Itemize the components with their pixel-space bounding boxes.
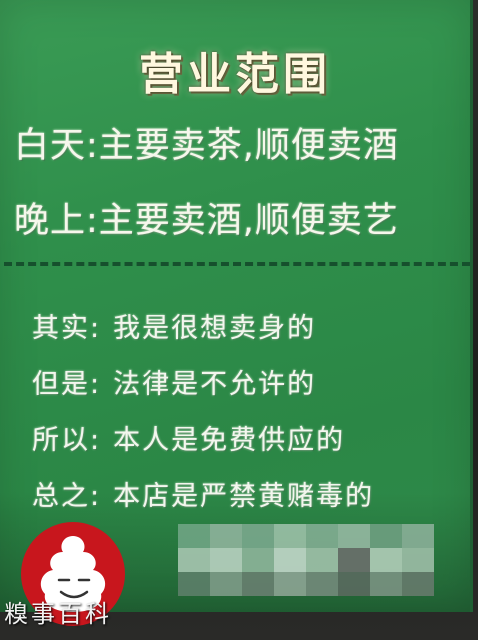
sign-title: 营业范围 [139,49,331,100]
statement-row: 其实: 我是很想卖身的 [32,306,316,345]
statement-label: 但是: [32,369,102,400]
statement-text: 本人是免费供应的 [113,425,346,456]
pixelated-watermark [178,524,434,596]
dashed-divider [4,262,470,266]
statement-label: 其实: [32,313,102,344]
statement-text: 我是很想卖身的 [113,313,317,344]
statement-row: 总之: 本店是严禁黄赌毒的 [32,474,374,513]
statement-text: 法律是不允许的 [113,369,317,400]
smiling-poop-face-icon [21,522,125,626]
statement-text: 本店是严禁黄赌毒的 [113,481,375,512]
nighttime-line: 晚上:主要卖酒,顺便卖艺 [14,201,399,241]
brand-watermark-text: 糗事百科 [4,600,112,628]
statement-row: 所以: 本人是免费供应的 [32,418,345,457]
statement-row: 但是: 法律是不允许的 [32,362,316,401]
daytime-line: 白天:主要卖茶,顺便卖酒 [14,126,399,166]
statement-label: 总之: [32,481,102,512]
statement-label: 所以: [32,425,102,456]
